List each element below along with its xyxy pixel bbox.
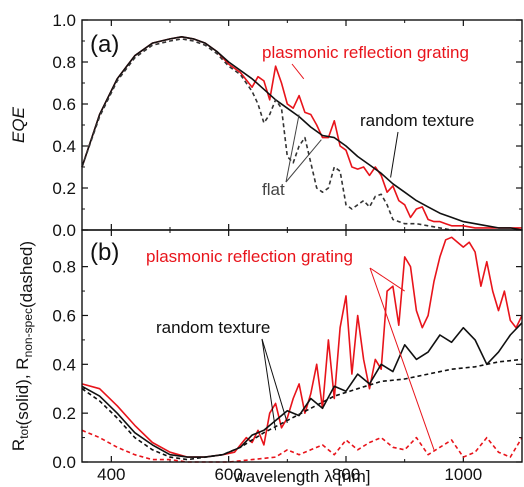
panel-b-annotations: plasmonic reflection grating random textu… xyxy=(146,247,435,450)
x-tick-label: 1000 xyxy=(444,465,482,484)
panel-a-eqe: 0.0 0.2 0.4 0.6 0.8 1.0 plasmonic reflection … xyxy=(9,11,523,240)
panel-a-label: (a) xyxy=(90,31,119,58)
x-tick-label: 400 xyxy=(97,465,125,484)
x-tick-label: 800 xyxy=(332,465,360,484)
series-line-plasmonic-reflection-grating xyxy=(81,36,522,229)
panel-b-ticks: 0.0 0.2 0.4 0.6 0.8 400 600 800 1000 xyxy=(52,230,522,484)
y-tick-label: 0.8 xyxy=(52,258,76,277)
annotation-label: plasmonic reflection grating xyxy=(146,247,353,266)
annotation-label: random texture xyxy=(360,111,474,130)
panel-a-y-axis-title: EQE xyxy=(9,106,28,143)
series-line-random-texture-non-spec- xyxy=(81,358,523,461)
panel-a-annotations: plasmonic reflection grating random textu… xyxy=(262,43,474,199)
annotation-leader xyxy=(285,114,300,183)
annotation-leader xyxy=(291,63,305,80)
y-tick-label: 0.6 xyxy=(52,95,76,114)
annotation-leader xyxy=(285,139,322,183)
y-tick-label: 0.2 xyxy=(52,404,76,423)
series-line-plasmonic-reflection-grating xyxy=(81,236,523,458)
panel-b-y-axis-title: Rtot(solid), Rnon-spec(dashed) xyxy=(9,241,36,451)
series-line-random-texture xyxy=(81,322,523,458)
annotation-leader xyxy=(261,338,288,424)
y-tick-label: 0.0 xyxy=(52,221,76,240)
panel-a-series xyxy=(81,36,523,231)
y-tick-label: 0.2 xyxy=(52,179,76,198)
panel-b-series xyxy=(81,236,523,463)
x-axis-title: wavelength λ [nm] xyxy=(232,467,370,486)
y-tick-label: 0.4 xyxy=(52,355,76,374)
panel-b-frame xyxy=(81,229,523,463)
annotation-label: random texture xyxy=(156,318,270,337)
series-line-random-texture xyxy=(81,36,523,231)
x-tick-label: 600 xyxy=(214,465,242,484)
y-tick-label: 0.0 xyxy=(52,453,76,472)
y-tick-label: 0.6 xyxy=(52,306,76,325)
annotation-leader xyxy=(369,267,435,450)
annotation-label: plasmonic reflection grating xyxy=(262,43,469,62)
y-tick-label: 0.8 xyxy=(52,53,76,72)
annotation-leader xyxy=(261,338,277,431)
panel-b-label: (b) xyxy=(90,239,119,266)
panel-a-ticks: 0.0 0.2 0.4 0.6 0.8 1.0 xyxy=(52,11,522,240)
y-tick-label: 1.0 xyxy=(52,11,76,30)
y-tick-label: 0.4 xyxy=(52,137,76,156)
panel-b-reflectance: 0.0 0.2 0.4 0.6 0.8 400 600 800 1000 plasmonic r… xyxy=(9,229,523,486)
series-line-plasmonic-reflection-grating-non-spec- xyxy=(81,429,523,463)
series-line-flat xyxy=(81,38,464,231)
annotation-label: flat xyxy=(262,180,285,199)
annotation-leader xyxy=(369,267,405,292)
annotation-leader xyxy=(390,131,399,178)
